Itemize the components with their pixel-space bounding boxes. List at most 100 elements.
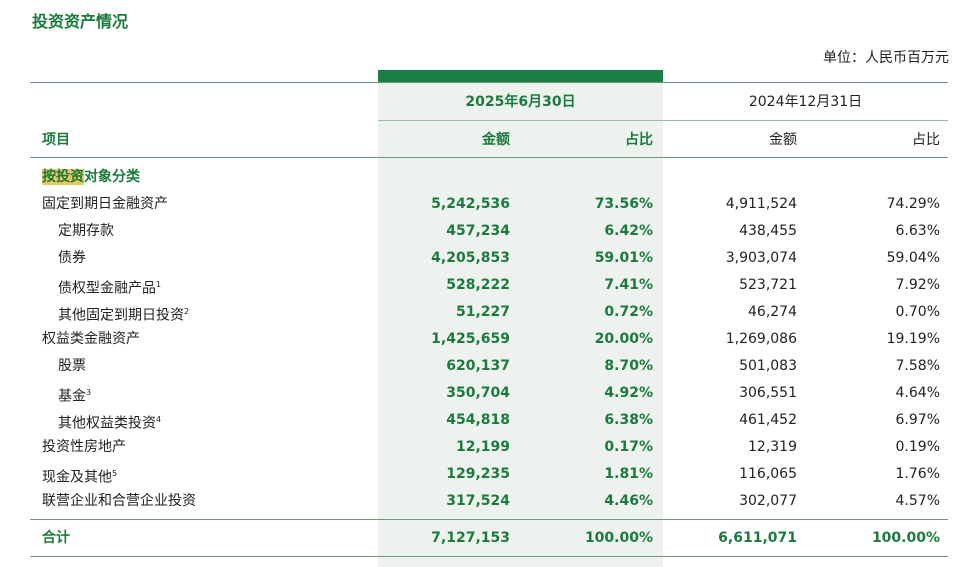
row-label: 现金及其他5: [42, 464, 117, 488]
row-label: 债券: [58, 248, 86, 268]
row-label: 定期存款: [58, 221, 114, 241]
cell: 1,269,086: [725, 331, 797, 347]
rule: [30, 556, 948, 557]
cell: 7.41%: [604, 277, 653, 293]
row-label: 合计: [42, 528, 70, 548]
cell: 350,704: [446, 385, 510, 401]
rule: [30, 157, 948, 158]
cell: 7.58%: [895, 358, 940, 374]
cell: 1.76%: [895, 466, 940, 482]
cell: 12,199: [455, 439, 510, 455]
row-label: 基金3: [58, 383, 91, 407]
label-text: 债券: [58, 250, 86, 266]
cell: 4.46%: [604, 493, 653, 509]
label-text: 合计: [42, 530, 70, 546]
column-header: 金额: [769, 132, 797, 148]
row-label: 其他固定到期日投资2: [58, 302, 189, 326]
column-marker: [378, 70, 663, 82]
cell: 6.63%: [895, 223, 940, 239]
cell: 129,235: [446, 466, 510, 482]
column-shade: [378, 82, 663, 567]
cell: 74.29%: [886, 196, 940, 212]
cell: 59.01%: [594, 250, 653, 266]
cell: 46,274: [748, 304, 797, 320]
cell: 6.97%: [895, 412, 940, 428]
row-label: 固定到期日金融资产: [42, 194, 168, 214]
title: 投资资产情况: [32, 12, 129, 31]
cell: 461,452: [739, 412, 797, 428]
cell: 6.42%: [604, 223, 653, 239]
cell: 1.81%: [604, 466, 653, 482]
label-text: 权益类金融资产: [42, 331, 140, 347]
cell: 8.70%: [604, 358, 653, 374]
cell: 0.72%: [604, 304, 653, 320]
label-text: 联营企业和合营企业投资: [42, 493, 196, 509]
cell: 5,242,536: [431, 196, 510, 212]
cell: 457,234: [446, 223, 510, 239]
footnote: 1: [156, 280, 162, 289]
section-heading: 按投资对象分类: [42, 167, 140, 187]
cell: 438,455: [739, 223, 797, 239]
column-header: 金额: [482, 132, 510, 148]
cell: 73.56%: [594, 196, 653, 212]
cell: 317,524: [446, 493, 510, 509]
row-label: 联营企业和合营企业投资: [42, 491, 196, 511]
footnote: 3: [86, 388, 92, 397]
footnote: 2: [184, 307, 190, 316]
cell: 4.57%: [895, 493, 940, 509]
cell: 1,425,659: [431, 331, 510, 347]
cell: 4.92%: [604, 385, 653, 401]
cell: 59.04%: [886, 250, 940, 266]
column-header: 占比: [625, 132, 653, 148]
section-highlight: 按投资: [42, 169, 84, 185]
row-label: 股票: [58, 356, 86, 376]
period-header: 2024年12月31日: [748, 94, 863, 110]
section-text: 对象分类: [84, 169, 140, 185]
rule: [30, 519, 948, 520]
period-header: 2025年6月30日: [465, 94, 576, 110]
label-text: 现金及其他: [42, 469, 112, 486]
cell: 6.38%: [604, 412, 653, 428]
cell: 528,222: [446, 277, 510, 293]
cell: 523,721: [739, 277, 797, 293]
row-label: 债权型金融产品1: [58, 275, 161, 299]
cell: 0.70%: [895, 304, 940, 320]
column-header: 项目: [42, 132, 70, 148]
cell: 306,551: [739, 385, 797, 401]
cell: 501,083: [739, 358, 797, 374]
label-text: 定期存款: [58, 223, 114, 239]
label-text: 基金: [58, 388, 86, 405]
rule: [30, 82, 948, 83]
cell: 100.00%: [871, 530, 940, 546]
rule: [378, 120, 948, 121]
label-text: 固定到期日金融资产: [42, 196, 168, 212]
label-text: 其他固定到期日投资: [58, 307, 184, 324]
cell: 0.17%: [604, 439, 653, 455]
cell: 4,911,524: [725, 196, 797, 212]
footnote: 4: [156, 415, 162, 424]
cell: 6,611,071: [718, 530, 797, 546]
cell: 116,065: [739, 466, 797, 482]
column-header: 占比: [912, 132, 940, 148]
cell: 7.92%: [895, 277, 940, 293]
cell: 7,127,153: [431, 530, 510, 546]
cell: 4,205,853: [431, 250, 510, 266]
cell: 20.00%: [594, 331, 653, 347]
footnote: 5: [112, 469, 118, 478]
label-text: 债权型金融产品: [58, 280, 156, 297]
label-text: 股票: [58, 358, 86, 374]
label-text: 其他权益类投资: [58, 415, 156, 432]
cell: 620,137: [446, 358, 510, 374]
cell: 3,903,074: [725, 250, 797, 266]
row-label: 权益类金融资产: [42, 329, 140, 349]
cell: 19.19%: [886, 331, 940, 347]
cell: 302,077: [739, 493, 797, 509]
cell: 100.00%: [584, 530, 653, 546]
cell: 51,227: [455, 304, 510, 320]
row-label: 投资性房地产: [42, 437, 126, 457]
cell: 0.19%: [895, 439, 940, 455]
cell: 454,818: [446, 412, 510, 428]
cell: 4.64%: [895, 385, 940, 401]
cell: 12,319: [748, 439, 797, 455]
